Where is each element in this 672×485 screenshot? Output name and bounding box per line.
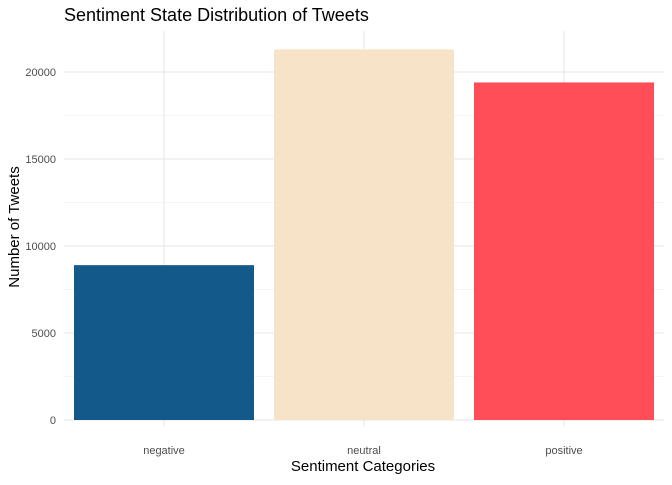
x-axis-ticks: negative neutral positive bbox=[143, 445, 582, 457]
bar-positive bbox=[474, 82, 654, 420]
y-tick-label: 20000 bbox=[25, 67, 56, 79]
x-tick-label: neutral bbox=[347, 445, 381, 457]
x-tick-label: negative bbox=[143, 445, 185, 457]
y-tick-label: 5000 bbox=[32, 328, 56, 340]
bar-neutral bbox=[274, 49, 454, 420]
y-tick-label: 15000 bbox=[25, 154, 56, 166]
x-tick-label: positive bbox=[545, 445, 582, 457]
y-tick-label: 10000 bbox=[25, 241, 56, 253]
y-axis-title: Number of Tweets bbox=[6, 166, 23, 287]
chart-title: Sentiment State Distribution of Tweets bbox=[64, 5, 369, 25]
x-axis-title: Sentiment Categories bbox=[291, 458, 435, 475]
bars bbox=[74, 49, 654, 420]
y-tick-label: 0 bbox=[50, 415, 56, 427]
bar-negative bbox=[74, 265, 254, 420]
y-axis-ticks: 0 5000 10000 15000 20000 bbox=[25, 67, 56, 427]
